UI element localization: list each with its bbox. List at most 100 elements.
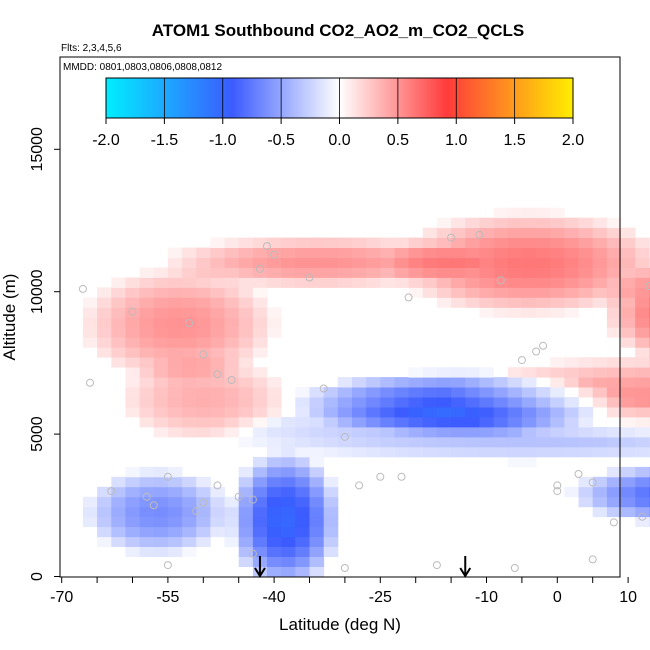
heatmap-cell	[281, 476, 296, 488]
heatmap-cell	[366, 267, 381, 278]
heatmap-cell	[550, 217, 565, 229]
heatmap-cell	[479, 407, 494, 418]
heatmap-cell	[224, 277, 240, 288]
heatmap-cell	[267, 536, 282, 547]
heatmap-cell	[451, 297, 466, 308]
heatmap-cell	[521, 207, 537, 219]
heatmap-cell	[210, 417, 225, 428]
heatmap-cell	[295, 417, 310, 428]
heatmap-cell	[323, 407, 339, 418]
heatmap-cell	[606, 446, 622, 458]
heatmap-cell	[323, 247, 339, 258]
heatmap-cell	[493, 257, 509, 268]
observation-point	[397, 472, 406, 481]
heatmap-cell	[323, 267, 339, 278]
heatmap-cell	[97, 337, 112, 348]
observation-point	[213, 370, 222, 379]
heatmap-cell	[196, 247, 211, 258]
chart-title: ATOM1 Southbound CO2_AO2_m_CO2_QCLS	[152, 21, 524, 40]
heatmap-cell	[550, 297, 565, 308]
heatmap-cell	[323, 397, 339, 408]
heatmap-cell	[182, 476, 197, 488]
heatmap-cell	[97, 526, 112, 538]
heatmap-cell	[521, 257, 537, 268]
heatmap-cell	[281, 436, 296, 448]
heatmap-cell	[479, 427, 494, 438]
heatmap-cell	[536, 367, 551, 378]
heatmap-cell	[153, 536, 169, 547]
heatmap-cell	[252, 257, 268, 268]
heatmap-cell	[521, 367, 537, 378]
heatmap-cell	[521, 377, 537, 388]
heatmap-cell	[309, 486, 325, 498]
heatmap-cell	[295, 277, 310, 288]
heatmap-cell	[182, 367, 197, 378]
heatmap-cell	[252, 287, 268, 298]
heatmap-cell	[238, 237, 254, 248]
heatmap-cell	[536, 407, 551, 418]
heatmap-cell	[479, 277, 494, 288]
heatmap-cell	[436, 427, 452, 438]
heatmap-cell	[281, 556, 296, 567]
heatmap-cell	[238, 287, 254, 298]
heatmap-cell	[465, 247, 480, 258]
heatmap-cell	[621, 466, 636, 478]
heatmap-cell	[82, 317, 98, 328]
heatmap-cell	[352, 277, 367, 288]
heatmap-cell	[564, 267, 579, 278]
heatmap-cell	[153, 427, 169, 438]
heatmap-cell	[408, 427, 424, 438]
heatmap-cell	[352, 417, 367, 428]
heatmap-cell	[380, 427, 395, 438]
heatmap-cell	[621, 417, 636, 428]
heatmap-cell	[422, 367, 438, 378]
heatmap-cell	[309, 466, 325, 478]
heatmap-cell	[238, 297, 254, 308]
heatmap-cell	[621, 496, 636, 508]
heatmap-cell	[521, 456, 537, 468]
heatmap-cell	[196, 536, 211, 547]
heatmap-cell	[224, 327, 240, 338]
colorbar-tick-label: -2.0	[92, 132, 120, 149]
heatmap-cell	[196, 287, 211, 298]
heatmap-cell	[111, 297, 126, 308]
heatmap-cell	[465, 367, 480, 378]
heatmap-cell	[210, 337, 225, 348]
heatmap-cell	[196, 526, 211, 538]
heatmap-cell	[224, 377, 240, 388]
heatmap-cell	[267, 556, 282, 567]
heatmap-cell	[507, 436, 523, 448]
heatmap-cell	[436, 267, 452, 278]
heatmap-cell	[436, 387, 452, 398]
heatmap-cell	[182, 397, 197, 408]
heatmap-cell	[606, 237, 622, 248]
heatmap-cell	[352, 407, 367, 418]
heatmap-cell	[167, 357, 183, 368]
heatmap-cell	[380, 397, 395, 408]
heatmap-cell	[196, 267, 211, 278]
heatmap-cell	[422, 417, 438, 428]
heatmap-cell	[635, 506, 650, 518]
heatmap-cell	[451, 436, 466, 448]
heatmap-cell	[167, 327, 183, 338]
date-annotation: MMDD: 0801,0803,0806,0808,0812	[63, 62, 222, 73]
heatmap-cell	[309, 387, 325, 398]
heatmap-cell	[139, 486, 155, 498]
heatmap-cell	[493, 387, 509, 398]
heatmap-cell	[380, 436, 395, 448]
heatmap-cell	[323, 427, 339, 438]
heatmap-cell	[252, 397, 268, 408]
heatmap-cell	[97, 516, 112, 528]
heatmap-cell	[408, 287, 424, 298]
heatmap-cell	[153, 546, 169, 557]
heatmap-cell	[252, 347, 268, 358]
heatmap-cell	[606, 377, 622, 388]
heatmap-cell	[578, 486, 594, 498]
x-tick-label: 10	[619, 589, 637, 606]
heatmap-cell	[592, 427, 608, 438]
heatmap-cell	[281, 506, 296, 518]
heatmap-cell	[111, 317, 126, 328]
heatmap-cell	[422, 387, 438, 398]
heatmap-cell	[394, 247, 410, 258]
heatmap-cell	[394, 446, 410, 458]
